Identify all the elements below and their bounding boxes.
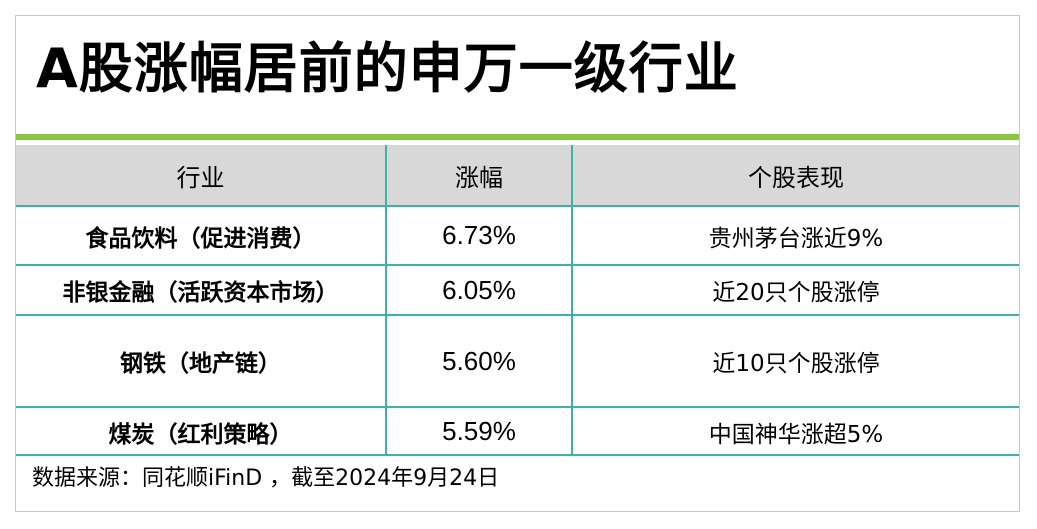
performance-cell: 贵州茅台涨近9%: [571, 206, 1019, 266]
page-title: A股涨幅居前的申万一级行业: [36, 37, 739, 100]
content-frame: A股涨幅居前的申万一级行业 行业 涨幅 个股表现 食品饮料（促进消费） 6.73…: [15, 15, 1020, 512]
column-header-change: 涨幅: [385, 145, 573, 207]
source-divider: [16, 454, 1019, 456]
industry-table: 行业 涨幅 个股表现 食品饮料（促进消费） 6.73% 贵州茅台涨近9% 非银金…: [16, 145, 1019, 455]
performance-cell: 中国神华涨超5%: [571, 407, 1019, 455]
change-cell: 5.60%: [385, 315, 573, 408]
table-header-row: 行业 涨幅 个股表现: [16, 145, 1019, 207]
change-cell: 6.05%: [385, 265, 573, 316]
change-cell: 5.59%: [385, 407, 573, 455]
table-row: 煤炭（红利策略） 5.59% 中国神华涨超5%: [16, 407, 1019, 455]
column-header-industry: 行业: [16, 145, 387, 207]
industry-cell: 食品饮料（促进消费）: [16, 206, 387, 266]
industry-cell: 钢铁（地产链）: [16, 315, 387, 408]
performance-cell: 近20只个股涨停: [571, 265, 1019, 316]
table-row: 非银金融（活跃资本市场） 6.05% 近20只个股涨停: [16, 265, 1019, 316]
change-cell: 6.73%: [385, 206, 573, 266]
table-row: 食品饮料（促进消费） 6.73% 贵州茅台涨近9%: [16, 206, 1019, 266]
data-source-note: 数据来源：同花顺iFinD ，截至2024年9月24日: [32, 466, 500, 491]
table-row: 钢铁（地产链） 5.60% 近10只个股涨停: [16, 315, 1019, 408]
performance-cell: 近10只个股涨停: [571, 315, 1019, 408]
title-divider: [16, 134, 1019, 140]
column-header-performance: 个股表现: [571, 145, 1019, 207]
industry-cell: 非银金融（活跃资本市场）: [16, 265, 387, 316]
industry-cell: 煤炭（红利策略）: [16, 407, 387, 455]
